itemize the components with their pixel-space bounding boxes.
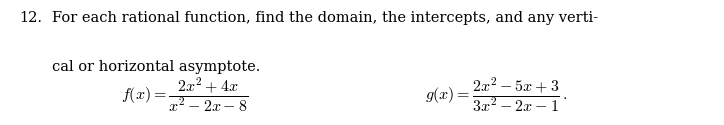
Text: $f(x) = \dfrac{2x^2 + 4x}{x^2 - 2x - 8}$: $f(x) = \dfrac{2x^2 + 4x}{x^2 - 2x - 8}$ [121, 75, 248, 115]
Text: For each rational function, find the domain, the intercepts, and any verti-: For each rational function, find the dom… [52, 11, 598, 25]
Text: cal or horizontal asymptote.: cal or horizontal asymptote. [52, 60, 261, 74]
Text: 12.: 12. [20, 11, 43, 25]
Text: $g(x) = \dfrac{2x^2 - 5x + 3}{3x^2 - 2x - 1}\,.$: $g(x) = \dfrac{2x^2 - 5x + 3}{3x^2 - 2x … [425, 75, 567, 115]
